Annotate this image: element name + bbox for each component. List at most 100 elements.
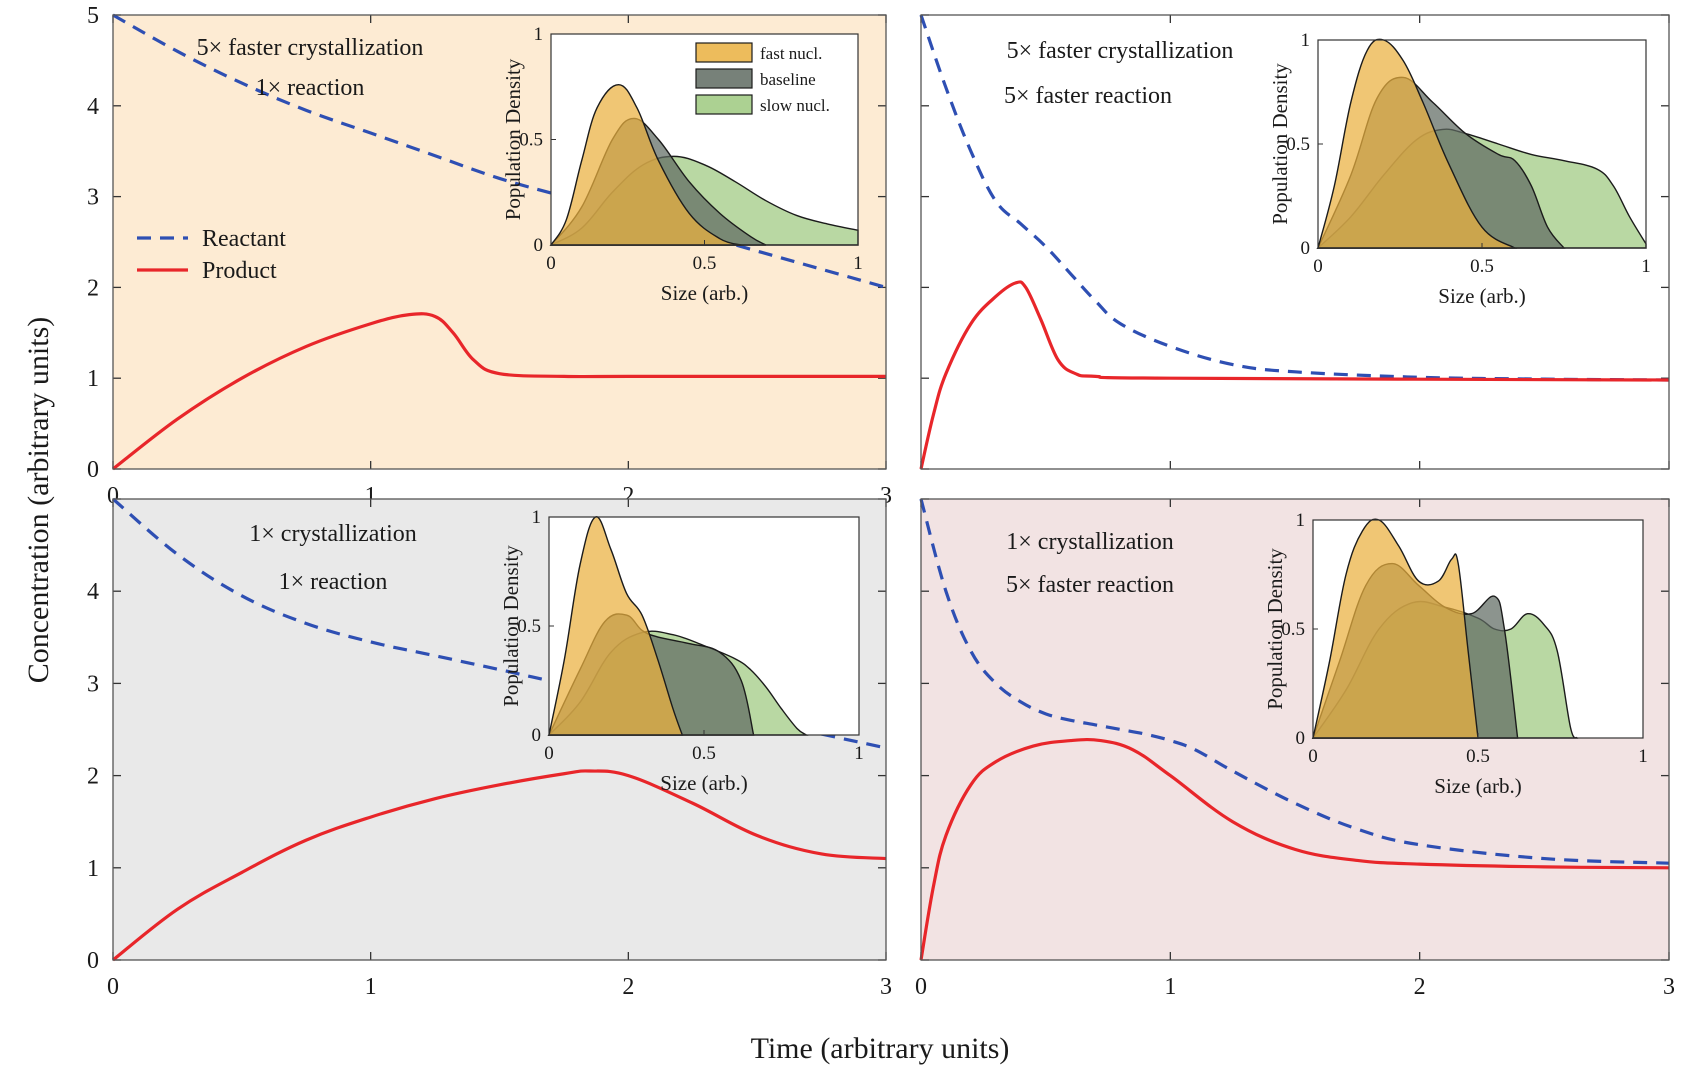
inset-y-axis-label: Population Density: [1263, 548, 1287, 710]
inset-legend-label: baseline: [760, 70, 816, 89]
reactant-line: [919, 498, 1670, 865]
x-tick-label: 1: [1164, 974, 1176, 1000]
inset-y-axis-label: Population Density: [499, 545, 523, 707]
y-tick-label: 2: [87, 764, 99, 790]
inset-x-tick-label: 0: [544, 743, 554, 764]
y-tick-label: 2: [87, 275, 99, 301]
inset-y-tick-label: 0.5: [1286, 134, 1310, 155]
y-tick-label: 0: [87, 457, 99, 483]
inset-y-tick-label: 0: [534, 235, 544, 256]
inset-x-tick-label: 0.5: [693, 253, 717, 274]
condition-annotation: 1× reaction: [279, 569, 388, 595]
inset-frame: [548, 516, 860, 736]
panel-frame: [920, 498, 1670, 961]
inset-y-tick-label: 0: [532, 725, 542, 746]
inset-legend: fast nucl. baseline slow nucl.: [695, 42, 830, 115]
distribution-fast-nucl: [1317, 38, 1518, 249]
inset-y-tick-label: 0: [1296, 728, 1306, 749]
main-legend: Reactant Product: [137, 226, 286, 284]
panel-frame: [112, 14, 887, 470]
inset-x-tick-label: 0.5: [1466, 746, 1490, 767]
inset-frame: [1317, 39, 1647, 249]
condition-annotation: 5× faster crystallization: [197, 35, 424, 61]
inset-legend-swatch-baseline: [695, 68, 753, 89]
inset-y-tick-label: 0.5: [1281, 619, 1305, 640]
inset-frame: [1312, 519, 1644, 739]
inset-y-tick-label: 1: [532, 507, 542, 528]
inset-legend-swatch-fast-nucl: [695, 42, 753, 63]
inset-x-axis-label: Size (arb.): [661, 281, 748, 305]
inset-y-tick-label: 1: [534, 24, 544, 45]
inset-x-tick-label: 0: [1308, 746, 1318, 767]
inset-top-right: 00 0.5 0.5 1 1 Size (arb.) Population Density: [1268, 30, 1651, 308]
y-tick-label: 3: [87, 671, 99, 697]
inset-x-axis-label: Size (arb.): [660, 771, 747, 795]
y-tick-label: 4: [87, 579, 99, 605]
y-tick-label: 4: [87, 94, 99, 120]
inset-bottom-right: 00 0.5 0.5 1 1 Size (arb.) Population Density: [1263, 510, 1648, 798]
inset-legend-label: fast nucl.: [760, 44, 822, 63]
panel-bottom-right: 0 1 2 3 1× crystallization 5× faster reaction…: [915, 498, 1675, 1000]
x-tick-label: 0: [107, 974, 119, 1000]
inset-y-tick-label: 1: [1301, 30, 1311, 51]
x-axis-label: Time (arbitrary units): [751, 1032, 1010, 1065]
inset-bottom-left: 00 0.5 0.5 1 1 Size (arb.) Population Density: [499, 507, 864, 795]
inset-y-tick-label: 0: [1301, 238, 1311, 259]
y-tick-label: 5: [87, 3, 99, 29]
y-tick-label: 3: [87, 185, 99, 211]
reactant-line: [919, 14, 1670, 382]
condition-annotation: 1× reaction: [256, 75, 365, 101]
legend-product-label: Product: [202, 258, 277, 284]
condition-annotation: 1× crystallization: [1006, 529, 1173, 555]
y-tick-label: 1: [87, 856, 99, 882]
inset-frame: [550, 33, 859, 246]
condition-annotation: 5× faster reaction: [1006, 572, 1174, 598]
condition-annotation: 1× crystallization: [249, 521, 416, 547]
distribution-fast-nucl: [549, 83, 742, 246]
inset-x-axis-label: Size (arb.): [1434, 774, 1521, 798]
panel-frame: [112, 498, 887, 961]
y-tick-label: 1: [87, 366, 99, 392]
distribution-fast-nucl: [548, 516, 684, 736]
condition-annotation: 5× faster crystallization: [1007, 38, 1234, 64]
inset-x-tick-label: 1: [1641, 256, 1651, 277]
inset-x-tick-label: 0: [546, 253, 556, 274]
inset-x-tick-label: 0.5: [1470, 256, 1494, 277]
inset-top-left: 00 0.5 0.5 1 1 Size (arb.) Population Density f…: [501, 24, 863, 305]
y-axis-label: Concentration (arbitrary units): [22, 317, 55, 684]
panel-top-right: 5× faster crystallization 5× faster react…: [919, 14, 1670, 470]
inset-x-tick-label: 1: [1638, 746, 1648, 767]
inset-legend-swatch-slow-nucl: [695, 94, 753, 115]
condition-annotation: 5× faster reaction: [1004, 83, 1172, 109]
y-tick-label: 0: [87, 948, 99, 974]
inset-x-tick-label: 0: [1313, 256, 1323, 277]
inset-y-axis-label: Population Density: [1268, 63, 1292, 225]
x-tick-label: 0: [915, 974, 927, 1000]
inset-y-tick-label: 0.5: [517, 616, 541, 637]
product-line: [112, 312, 886, 471]
x-tick-label: 3: [1663, 974, 1675, 1000]
inset-x-tick-label: 0.5: [692, 743, 716, 764]
inset-y-tick-label: 1: [1296, 510, 1306, 531]
reactant-line: [112, 13, 887, 289]
inset-x-axis-label: Size (arb.): [1438, 284, 1525, 308]
product-line: [919, 280, 1670, 470]
x-tick-label: 2: [1414, 974, 1426, 1000]
inset-y-axis-label: Population Density: [501, 58, 525, 220]
product-line: [112, 769, 887, 962]
inset-x-tick-label: 1: [853, 253, 863, 274]
distribution-fast-nucl: [1312, 518, 1479, 739]
x-tick-label: 2: [622, 974, 634, 1000]
x-tick-label: 1: [365, 974, 377, 1000]
inset-y-tick-label: 0.5: [519, 130, 543, 151]
product-line: [919, 737, 1670, 961]
inset-legend-label: slow nucl.: [760, 96, 830, 115]
panel-frame: [920, 14, 1670, 470]
x-tick-label: 3: [880, 974, 892, 1000]
inset-x-tick-label: 1: [854, 743, 864, 764]
legend-reactant-label: Reactant: [202, 226, 286, 252]
